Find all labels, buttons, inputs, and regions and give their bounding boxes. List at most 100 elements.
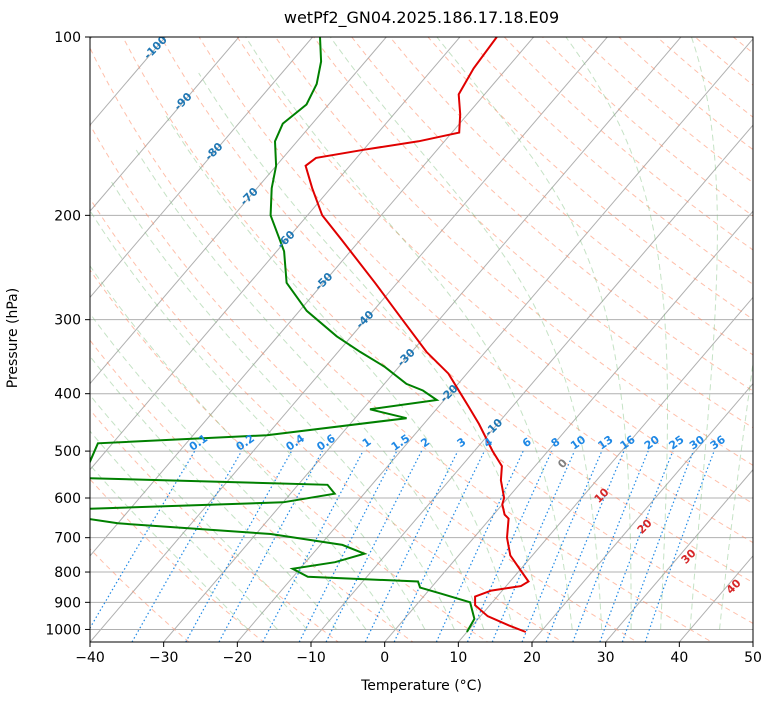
mixing-ratio-line	[545, 450, 625, 642]
isotherm-line	[90, 37, 387, 385]
mixing-ratio-line	[364, 450, 459, 642]
dry-adiabat	[90, 409, 340, 642]
dry-adiabat	[503, 37, 753, 251]
x-tick-label: 30	[597, 650, 615, 666]
x-tick-label: −10	[296, 650, 326, 666]
dewpoint-profile	[90, 37, 476, 633]
moist-adiabat	[719, 360, 753, 630]
x-tick-label: 40	[670, 650, 688, 666]
mixing-ratio-line	[491, 450, 576, 642]
moist-adiabat-label: 30	[679, 546, 699, 566]
y-axis-label: Pressure (hPa)	[5, 287, 21, 389]
isotherm-line	[163, 37, 682, 642]
isotherm-line	[90, 37, 314, 299]
dry-adiabat	[541, 37, 753, 217]
moist-adiabat	[198, 72, 544, 630]
dry-adiabat	[90, 339, 414, 642]
dry-adiabat	[579, 37, 753, 184]
moist-adiabat	[565, 37, 668, 630]
x-tick-label: 20	[523, 650, 541, 666]
isotherm-line	[90, 37, 240, 212]
mixing-ratio-label: 2	[418, 435, 432, 450]
isotherm-line	[457, 296, 753, 642]
y-tick-label: 700	[54, 531, 81, 547]
moist-adiabat-label: 10	[592, 485, 612, 505]
moist-adiabat	[245, 37, 573, 630]
isotherm-line	[236, 38, 753, 642]
moist-adiabat	[90, 430, 278, 630]
mixing-ratio-line	[521, 450, 603, 642]
moist-adiabat	[689, 37, 718, 630]
x-tick-label: −30	[149, 650, 179, 666]
chart-title: wetPf2_GN04.2025.186.17.18.E09	[283, 8, 560, 27]
dry-adiabat	[122, 37, 753, 624]
moist-adiabat	[90, 355, 337, 630]
mixing-ratio-line	[572, 450, 649, 642]
y-tick-label: 100	[54, 30, 81, 46]
isotherm-line	[310, 124, 753, 642]
isotherm-line	[752, 641, 753, 642]
dry-adiabat	[90, 197, 564, 642]
y-tick-label: 1000	[45, 622, 81, 638]
moist-adiabat	[90, 209, 426, 630]
dry-adiabat	[198, 37, 753, 544]
isotherm-line	[605, 468, 753, 642]
isotherm-line	[90, 37, 461, 471]
dry-adiabat	[465, 37, 753, 285]
dry-adiabat	[732, 37, 753, 54]
mixing-ratio-line	[599, 450, 674, 642]
dry-adiabat	[389, 37, 753, 356]
dry-adiabat	[90, 46, 713, 642]
mixing-ratio-label: 25	[667, 433, 687, 452]
dry-adiabat	[274, 37, 753, 466]
mixing-ratio-label: 3	[455, 435, 469, 450]
dry-adiabat	[90, 478, 265, 642]
isotherm-line	[531, 382, 753, 642]
moist-adiabat-label: 40	[724, 576, 744, 596]
isotherm-line	[90, 37, 166, 126]
mixing-ratio-label: 6	[520, 435, 534, 450]
isotherm-line	[90, 37, 608, 642]
y-tick-label: 500	[54, 444, 81, 460]
y-tick-label: 800	[54, 565, 81, 581]
moist-adiabat	[329, 37, 603, 630]
moist-adiabat-label: 0	[555, 456, 570, 471]
mixing-ratio-line	[393, 450, 485, 642]
plot-area: -100-90-80-70-60-50-40-30-20-100.1 0.2 0.4…	[90, 10, 775, 654]
mixing-ratio-label: 0.1	[187, 432, 210, 454]
x-tick-label: 50	[744, 650, 762, 666]
mixing-ratio-line	[621, 450, 694, 642]
x-tick-label: −40	[75, 650, 105, 666]
y-tick-label: 900	[54, 595, 81, 611]
moist-adiabat-label: 20	[635, 516, 655, 536]
mixing-ratio-line	[466, 450, 553, 642]
mixing-ratio-line	[325, 450, 423, 642]
mixing-ratio-label: 10	[568, 433, 588, 453]
plot-frame	[89, 36, 754, 643]
mixing-ratio-label: 30	[687, 433, 707, 453]
moist-adiabat	[135, 149, 485, 630]
isotherm-line	[384, 210, 753, 642]
moist-adiabat	[436, 37, 632, 630]
x-tick-label: −20	[223, 650, 253, 666]
temperature-profile	[304, 37, 530, 633]
mixing-ratio-line	[185, 450, 293, 642]
dry-adiabat	[427, 37, 753, 320]
dry-adiabat	[739, 10, 775, 654]
y-tick-label: 300	[54, 313, 81, 329]
y-tick-label: 200	[54, 208, 81, 224]
mixing-ratio-label: 13	[596, 433, 616, 452]
moist-adiabat	[90, 394, 308, 630]
dry-adiabat	[90, 548, 190, 642]
mixing-ratio-label: 20	[642, 433, 662, 453]
moist-adiabat	[90, 264, 396, 630]
mixing-ratio-line	[218, 450, 323, 642]
x-axis-label: Temperature (°C)	[361, 678, 482, 694]
dry-adiabat	[90, 269, 489, 642]
isotherm-line	[90, 37, 535, 557]
x-tick-label: 0	[380, 650, 389, 666]
mixing-ratio-label: 0.6	[314, 432, 338, 454]
moist-adiabat	[90, 312, 367, 630]
x-tick-label: 10	[449, 650, 467, 666]
